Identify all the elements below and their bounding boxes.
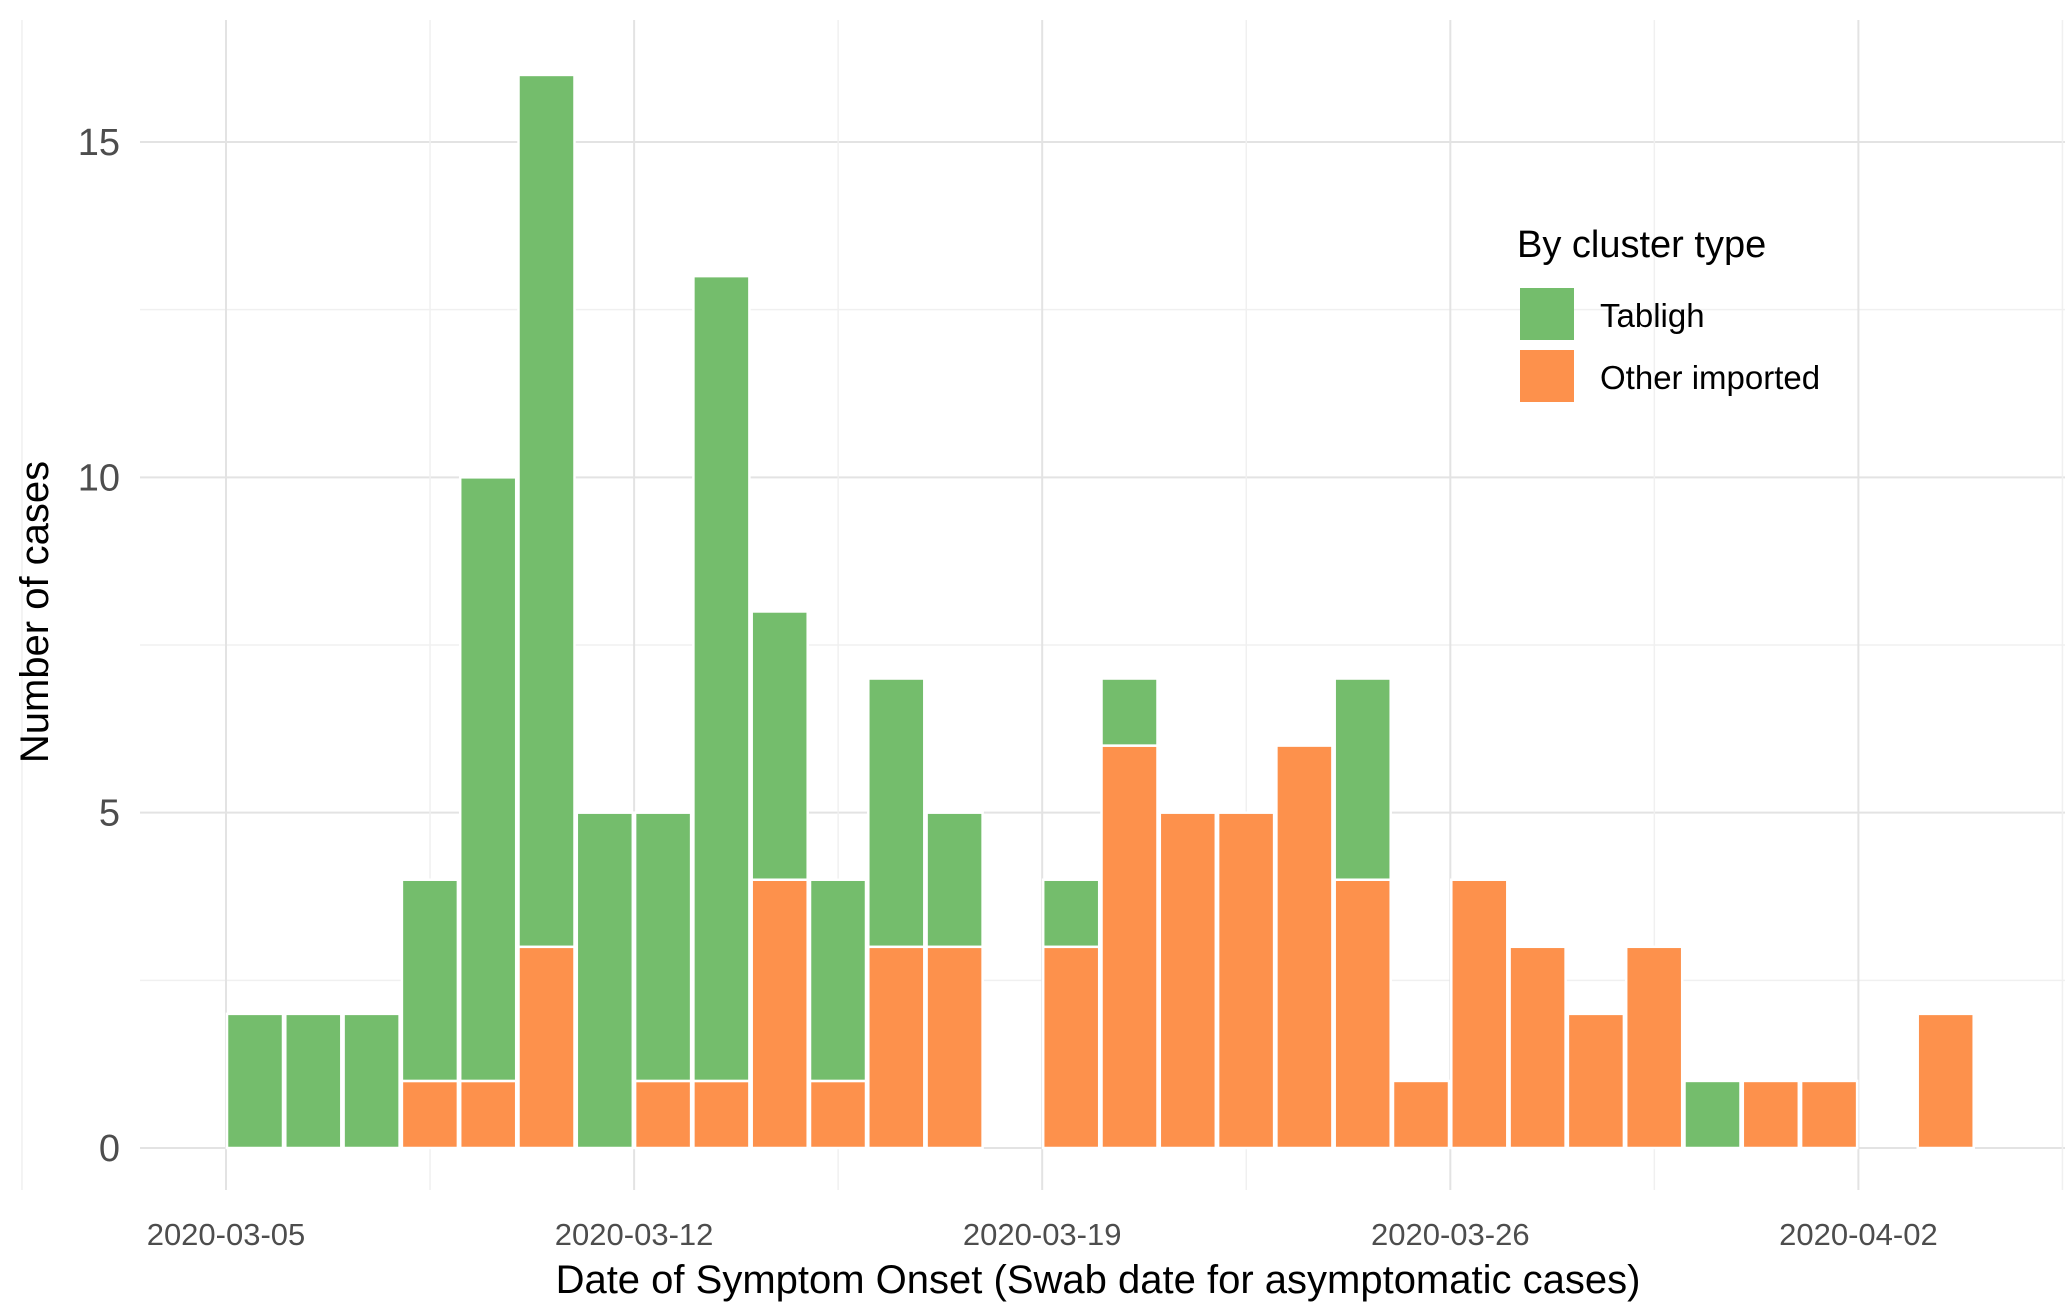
- bars: [225, 73, 1975, 1150]
- bar-tabligh: [458, 476, 518, 1083]
- bar-other-imported: [1799, 1079, 1859, 1150]
- legend-title: By cluster type: [1517, 224, 1766, 266]
- bar-other-imported: [1275, 744, 1334, 1150]
- bar-other-imported: [1158, 811, 1218, 1150]
- legend-swatch-other-imported: [1520, 350, 1574, 402]
- bar-tabligh: [925, 811, 984, 949]
- bar-other-imported: [1450, 878, 1509, 1150]
- bar-tabligh: [575, 811, 635, 1150]
- bar-other-imported: [1508, 945, 1567, 1150]
- y-axis-title: Number of cases: [13, 461, 57, 763]
- bar-other-imported: [692, 1079, 751, 1150]
- bar-tabligh: [400, 878, 460, 1083]
- x-tick-label: 2020-03-26: [1371, 1217, 1530, 1252]
- bar-other-imported: [1916, 1012, 1975, 1150]
- x-tick-label: 2020-03-19: [963, 1217, 1122, 1252]
- x-tick-label: 2020-03-12: [555, 1217, 714, 1252]
- bar-other-imported: [517, 945, 576, 1150]
- bar-tabligh: [1041, 878, 1101, 949]
- bar-tabligh: [342, 1012, 401, 1150]
- bar-tabligh: [1683, 1079, 1742, 1150]
- legend-swatch-tabligh: [1520, 288, 1574, 340]
- bar-tabligh: [1100, 677, 1159, 747]
- bar-other-imported: [1216, 811, 1276, 1150]
- bar-tabligh: [692, 274, 751, 1083]
- x-tick-label: 2020-04-02: [1779, 1217, 1938, 1252]
- bar-tabligh: [633, 811, 693, 1083]
- bar-tabligh: [1333, 677, 1392, 881]
- bar-tabligh: [517, 73, 576, 949]
- tick-labels: 0 5 10 15 2020-03-05 2020-03-12 2020-03-19 2020…: [78, 122, 1938, 1252]
- y-tick-label: 15: [78, 122, 120, 164]
- legend: By cluster type Tabligh Other imported: [1517, 224, 1820, 402]
- bar-other-imported: [867, 945, 926, 1150]
- bar-other-imported: [925, 945, 984, 1150]
- y-tick-label: 0: [99, 1128, 120, 1170]
- bar-other-imported: [458, 1079, 518, 1150]
- bar-other-imported: [1041, 945, 1101, 1150]
- legend-label-other-imported: Other imported: [1600, 359, 1820, 396]
- bar-other-imported: [1333, 878, 1392, 1150]
- bar-other-imported: [1391, 1079, 1451, 1150]
- bar-other-imported: [1100, 744, 1159, 1150]
- bar-other-imported: [400, 1079, 460, 1150]
- bar-other-imported: [633, 1079, 693, 1150]
- bar-other-imported: [1624, 945, 1684, 1150]
- y-tick-label: 5: [99, 793, 120, 835]
- bar-other-imported: [750, 878, 809, 1150]
- bar-tabligh: [867, 677, 926, 949]
- bar-other-imported: [808, 1079, 868, 1150]
- bar-other-imported: [1566, 1012, 1626, 1150]
- bar-tabligh: [225, 1012, 285, 1150]
- y-tick-label: 10: [78, 457, 120, 499]
- bar-tabligh: [808, 878, 868, 1083]
- legend-label-tabligh: Tabligh: [1600, 297, 1705, 334]
- bar-other-imported: [1741, 1079, 1801, 1150]
- x-axis-title: Date of Symptom Onset (Swab date for asy…: [556, 1258, 1641, 1302]
- bar-tabligh: [284, 1012, 343, 1150]
- x-tick-label: 2020-03-05: [147, 1217, 306, 1252]
- bar-tabligh: [750, 610, 809, 881]
